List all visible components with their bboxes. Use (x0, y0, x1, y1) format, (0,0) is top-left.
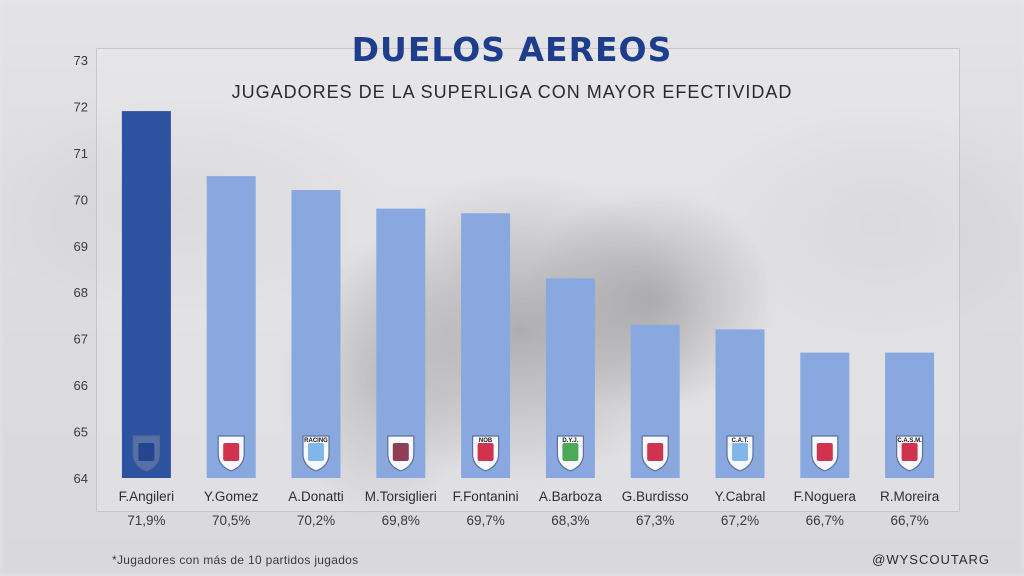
y-tick-label: 68 (74, 285, 88, 300)
x-tick-label: A.Barboza (539, 489, 603, 504)
badge-independiente-icon (641, 435, 669, 472)
bar (291, 190, 341, 479)
badge-text: C.A.S.M. (897, 438, 922, 444)
badge-san-martin-icon: C.A.S.M. (896, 435, 924, 472)
badge-stripe (647, 443, 664, 461)
badge-stripe (477, 443, 494, 461)
badge-newells-icon: NOB (472, 435, 500, 472)
y-tick-label: 71 (74, 146, 88, 161)
data-label: 69,8% (382, 513, 420, 528)
badge-defensa-y-justicia-icon: D.Y.J. (556, 435, 584, 472)
data-label: 66,7% (806, 513, 844, 528)
x-tick-label: R.Moreira (880, 489, 940, 504)
badge-stripe (901, 443, 918, 461)
y-tick-label: 65 (74, 425, 88, 440)
badge-godoy-cruz-icon (132, 435, 160, 472)
badge-atletico-tucuman-icon: C.A.T. (726, 435, 754, 472)
y-tick-label: 73 (74, 53, 88, 68)
x-tick-label: A.Donatti (288, 489, 344, 504)
x-tick-label: F.Angileri (119, 489, 175, 504)
x-tick-label: G.Burdisso (622, 489, 689, 504)
data-label: 70,5% (212, 513, 250, 528)
x-tick-label: M.Torsiglieri (365, 489, 437, 504)
chart-title: DUELOS AEREOS (351, 30, 673, 69)
badge-stripe (816, 443, 833, 461)
footnote: *Jugadores con más de 10 partidos jugado… (112, 553, 359, 567)
badge-lanus-icon (387, 435, 415, 472)
data-label: 71,9% (127, 513, 165, 528)
badge-text: RACING (304, 438, 328, 444)
badge-text: NOB (479, 438, 493, 444)
badge-text: C.A.T. (732, 438, 749, 444)
data-label: 68,3% (551, 513, 589, 528)
twitter-handle[interactable]: @WYSCOUTARG (872, 552, 990, 567)
badge-stripe (138, 443, 155, 461)
y-tick-label: 67 (74, 332, 88, 347)
badge-stripe (392, 443, 409, 461)
y-tick-label: 69 (74, 239, 88, 254)
data-label: 69,7% (466, 513, 504, 528)
data-label: 67,3% (636, 513, 674, 528)
x-tick-label: F.Noguera (794, 489, 857, 504)
data-label: 70,2% (297, 513, 335, 528)
bar (461, 213, 511, 478)
data-label: 66,7% (890, 513, 928, 528)
badge-stripe (223, 443, 240, 461)
badge-union-icon (217, 435, 245, 472)
y-tick-label: 70 (74, 192, 88, 207)
badge-racing-icon: RACING (302, 435, 330, 472)
chart-subtitle: JUGADORES DE LA SUPERLIGA CON MAYOR EFEC… (231, 82, 793, 102)
x-tick-label: F.Fontanini (453, 489, 519, 504)
bar (206, 176, 256, 478)
y-tick-label: 64 (74, 471, 88, 486)
data-label: 67,2% (721, 513, 759, 528)
x-tick-label: Y.Gomez (204, 489, 259, 504)
badge-text: D.Y.J. (562, 438, 578, 444)
bar (121, 111, 171, 478)
badge-stripe (308, 443, 324, 461)
y-tick-label: 72 (74, 99, 88, 114)
badge-stripe (732, 443, 748, 461)
bar (376, 208, 426, 478)
x-tick-label: Y.Cabral (715, 489, 766, 504)
badge-stripe (562, 443, 579, 461)
y-tick-label: 66 (74, 378, 88, 393)
badge-estudiantes-icon (811, 435, 839, 472)
